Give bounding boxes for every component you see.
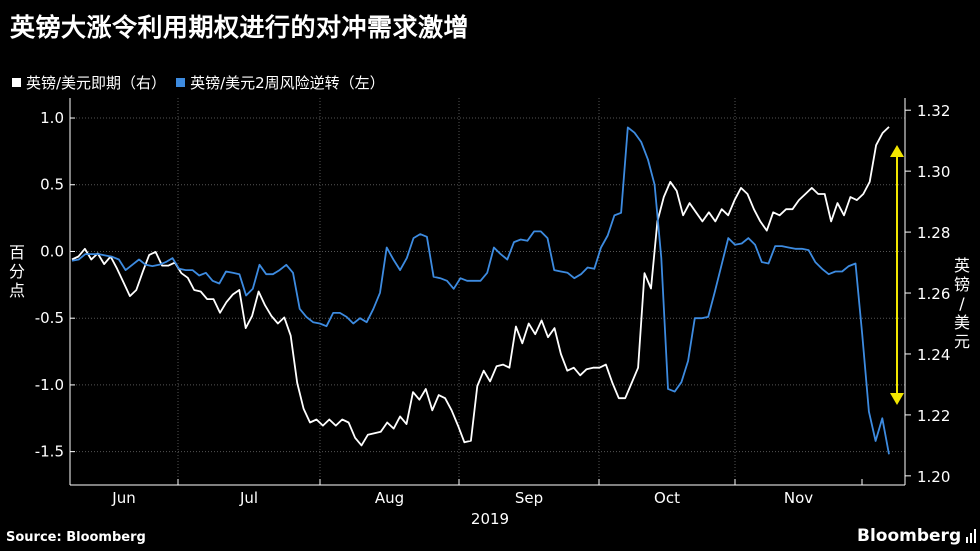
x-tick-label: Oct [654,489,680,507]
legend-swatch-spot [12,78,21,87]
legend: 英镑/美元即期（右） 英镑/美元2周风险逆转（左） [8,72,391,93]
axis-label-char: 百 [8,243,25,262]
y-right-tick-label: 1.26 [917,285,950,303]
highlight-arrow-down-icon [890,393,904,405]
series-line-risk-reversal [71,126,890,455]
axis-label-char: 点 [8,281,25,300]
axis-label-char: 分 [8,262,25,281]
axis-label-char: / [959,294,965,313]
legend-label-risk-reversal: 英镑/美元2周风险逆转（左） [190,74,385,92]
y-right-tick-label: 1.20 [917,468,950,486]
legend-label-spot: 英镑/美元即期（右） [26,74,167,92]
y-right-tick-label: 1.30 [917,163,950,181]
x-tick-label: Jul [239,489,258,507]
x-tick-label: Jun [111,489,135,507]
brand-text: Bloomberg [857,526,962,546]
x-tick-label: Aug [375,489,404,507]
y-left-tick-label: -0.5 [35,309,64,327]
chart-title: 英镑大涨令利用期权进行的对冲需求激增 [10,13,470,42]
y-left-tick-label: 0.5 [40,176,64,194]
y-right-tick-label: 1.22 [917,407,950,425]
highlight-arrow-up-icon [890,145,904,157]
legend-swatch-risk-reversal [176,78,186,87]
y-left-tick-label: -1.5 [35,443,64,461]
legend-item-spot: 英镑/美元即期（右） [8,72,166,93]
axis-label-char: 镑 [953,275,970,294]
y-right-tick-label: 1.24 [917,346,950,364]
axis-label-char: 英 [953,256,970,275]
source-note: Source: Bloomberg [6,530,146,545]
bloomberg-logo: Bloomberg [857,526,978,546]
y-left-tick-label: 1.0 [40,109,64,127]
x-tick-label: Nov [784,489,813,507]
axis-label-char: 元 [953,332,970,351]
y-right-tick-label: 1.28 [917,224,950,242]
series-line-spot [71,126,890,447]
y-axis-label-right: 英镑 / 美元 [953,256,971,351]
y-axis-label-left: 百分点 [8,243,26,300]
axis-label-char: 美 [953,313,970,332]
bloomberg-terminal-icon [966,529,978,543]
y-right-tick-label: 1.32 [917,102,950,120]
legend-item-risk-reversal: 英镑/美元2周风险逆转（左） [172,72,385,93]
y-left-tick-label: -1.0 [35,376,64,394]
x-tick-label: Sep [515,489,543,507]
y-left-tick-label: 0.0 [40,242,64,260]
x-year-label: 2019 [471,510,509,528]
